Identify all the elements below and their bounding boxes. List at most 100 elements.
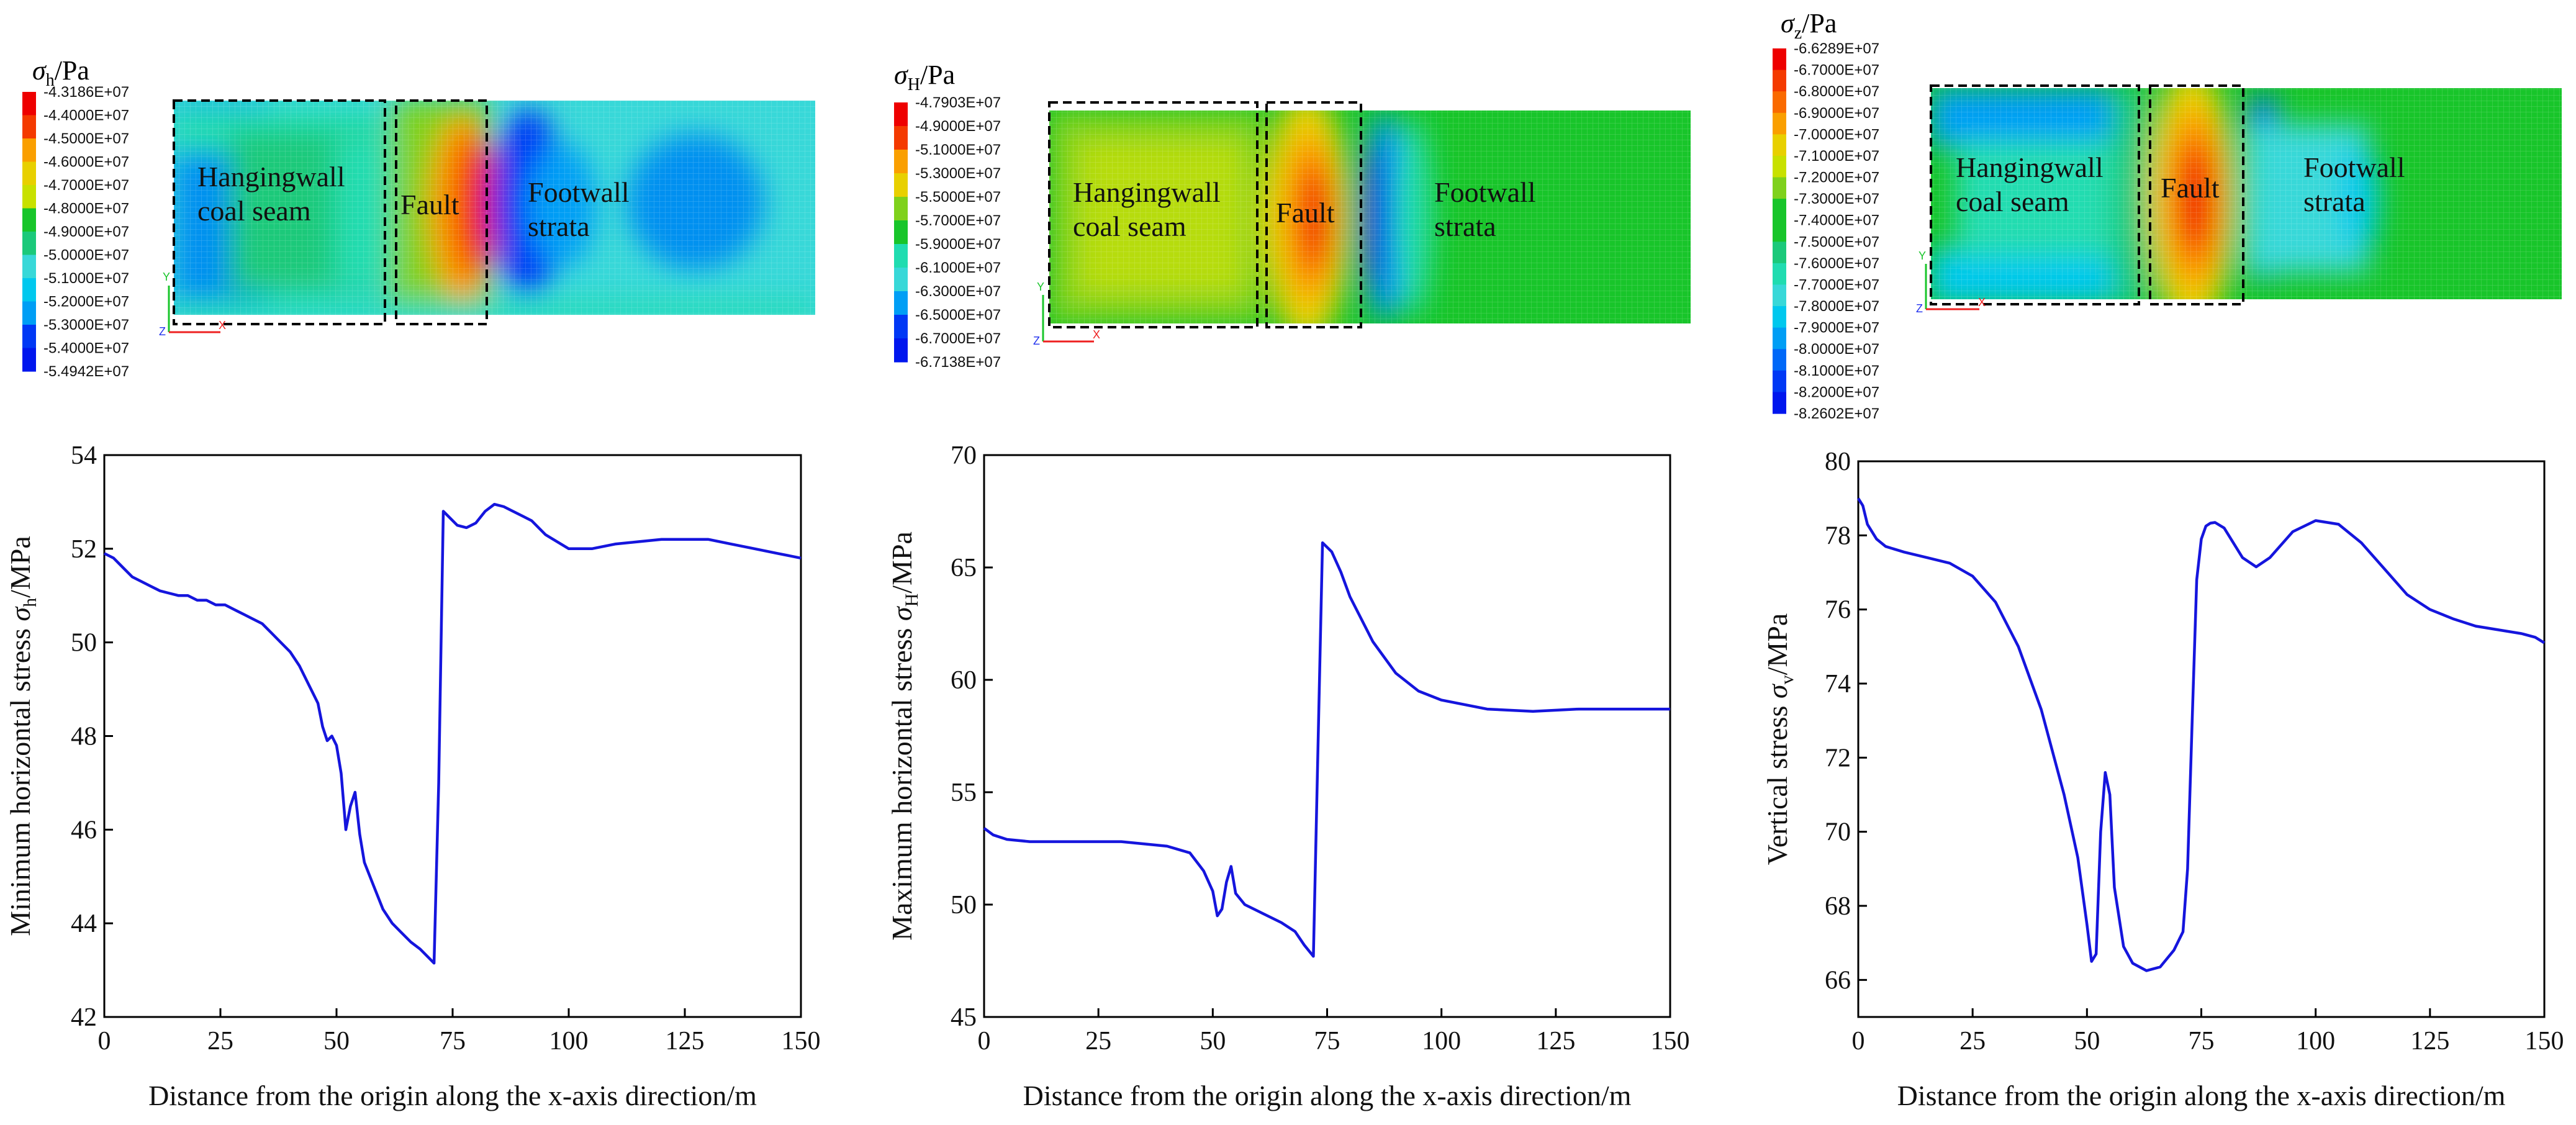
legend-value: -8.2602E+07 (1794, 405, 1879, 422)
legend-value: -6.7000E+07 (1794, 62, 1879, 79)
contour-legend: σH/Pa -4.7903E+07-4.9000E+07-5.1000E+07-… (894, 60, 1001, 371)
stress-curve (1857, 497, 2546, 972)
legend-swatch (1773, 48, 1786, 71)
legend-labels: -6.6289E+07 -6.7000E+07 -6.8000E+07 -6.9000… (1794, 40, 1879, 422)
legend-value: -5.2000E+07 (43, 294, 129, 310)
region-boxes (173, 99, 488, 325)
y-tick-label: 46 (71, 816, 97, 844)
legend-swatch (894, 291, 908, 315)
x-tick-label: 150 (1651, 1027, 1690, 1055)
legend-value: -6.8000E+07 (1794, 83, 1879, 100)
panel-min-horizontal: σh/Pa -4.3186E+07-4.4000E+07-4.5000E+07-… (4, 55, 821, 1111)
legend-value: -5.3000E+07 (43, 317, 129, 333)
legend-value: -6.6289E+07 (1794, 40, 1879, 57)
legend-swatch (22, 185, 36, 209)
legend-value: -7.1000E+07 (1794, 148, 1879, 165)
legend-colorbar (1773, 48, 1786, 414)
legend-swatch (894, 268, 908, 292)
legend-swatch (1773, 284, 1786, 307)
y-tick-label: 44 (71, 910, 97, 938)
legend-value: -4.6000E+07 (43, 154, 129, 171)
legend-swatch (1773, 327, 1786, 350)
x-tick-label: 0 (978, 1027, 991, 1055)
fault-box (1265, 101, 1362, 328)
fault-box (2149, 84, 2244, 305)
x-tick-label: 125 (1536, 1027, 1575, 1055)
legend-swatch (22, 301, 36, 325)
legend-swatch (22, 161, 36, 186)
legend-swatch (1773, 177, 1786, 199)
legend-swatch (894, 150, 908, 174)
fault-label: Fault (2161, 172, 2220, 204)
contour-legend: σh/Pa -4.3186E+07-4.4000E+07-4.5000E+07-… (22, 55, 129, 380)
legend-swatch (22, 115, 36, 139)
y-tick-label: 72 (1825, 744, 1851, 772)
legend-value: -7.8000E+07 (1794, 298, 1879, 315)
legend-value: -7.3000E+07 (1794, 191, 1879, 207)
hangingwall-label-line1: Hangingwall (1073, 176, 1221, 208)
footwall-label-line1: Footwall (2303, 151, 2405, 183)
legend-swatch (894, 197, 908, 221)
legend-value: -4.3186E+07 (43, 84, 129, 101)
legend-value: -5.7000E+07 (915, 212, 1001, 229)
legend-value: -5.0000E+07 (43, 247, 129, 264)
x-axis-label: Distance from the origin along the x-axi… (1023, 1080, 1632, 1111)
contour-map (1931, 88, 2562, 299)
footwall-label-line2: strata (2303, 186, 2366, 217)
x-tick-label: 150 (782, 1027, 821, 1055)
legend-swatch (22, 92, 36, 116)
legend-value: -4.4000E+07 (43, 107, 129, 124)
svg-text:Y: Y (163, 271, 170, 283)
legend-value: -6.9000E+07 (1794, 105, 1879, 122)
legend-swatch (22, 208, 36, 232)
legend-title: σh/Pa (32, 55, 89, 90)
legend-value: -8.1000E+07 (1794, 363, 1879, 379)
legend-value: -7.2000E+07 (1794, 169, 1879, 186)
legend-value: -4.9000E+07 (915, 118, 1001, 135)
svg-text:Y: Y (1037, 281, 1044, 293)
legend-swatch (1773, 112, 1786, 135)
fault-label: Fault (1276, 197, 1335, 228)
legend-value: -6.1000E+07 (915, 260, 1001, 276)
chart-vertical-stress: 0 25 50 75 100 125 150 66 68 70 72 74 76 78 80 Distance… (1761, 448, 2564, 1111)
footwall-label-line1: Footwall (528, 176, 630, 208)
y-tick-label: 52 (71, 535, 97, 564)
legend-colorbar (894, 102, 908, 363)
svg-text:X: X (1093, 328, 1100, 341)
y-tick-label: 50 (71, 629, 97, 657)
svg-text:Y: Y (1918, 250, 1926, 262)
footwall-label-line2: strata (1434, 210, 1496, 242)
x-tick-label: 75 (1314, 1027, 1340, 1055)
legend-swatch (1773, 199, 1786, 221)
y-tick-label: 45 (951, 1003, 977, 1032)
legend-value: -7.4000E+07 (1794, 212, 1879, 229)
y-tick-label: 78 (1825, 522, 1851, 550)
x-tick-label: 100 (1422, 1027, 1461, 1055)
legend-value: -6.7138E+07 (915, 354, 1001, 371)
legend-labels: -4.7903E+07 -4.9000E+07 -5.1000E+07 -5.3000… (915, 94, 1001, 371)
y-tick-label: 66 (1825, 966, 1851, 995)
y-tick-label: 55 (951, 779, 977, 807)
legend-value: -4.8000E+07 (43, 201, 129, 217)
footwall-label-line2: strata (528, 210, 590, 242)
legend-swatch (22, 278, 36, 302)
legend-swatch (894, 244, 908, 268)
svg-text:X: X (1978, 296, 1986, 309)
legend-swatch (1773, 242, 1786, 264)
x-tick-label: 100 (549, 1027, 589, 1055)
contour-legend: σz/Pa -6.6289E+07-6.7000E+07-6.8000E+07-… (1773, 8, 1879, 422)
legend-title: σz/Pa (1781, 8, 1837, 43)
hangingwall-box (1930, 84, 2140, 305)
x-tick-label: 75 (440, 1027, 466, 1055)
legend-value: -5.1000E+07 (915, 142, 1001, 158)
x-tick-label: 125 (666, 1027, 705, 1055)
legend-swatch (1773, 70, 1786, 92)
legend-swatch (22, 348, 36, 372)
y-tick-label: 54 (71, 441, 97, 470)
stress-curve (103, 502, 802, 965)
x-tick-label: 0 (98, 1027, 111, 1055)
y-axis-label: Minimum horizontal stress σh/MPa (4, 536, 40, 936)
legend-value: -7.9000E+07 (1794, 320, 1879, 337)
legend-swatch (22, 255, 36, 279)
